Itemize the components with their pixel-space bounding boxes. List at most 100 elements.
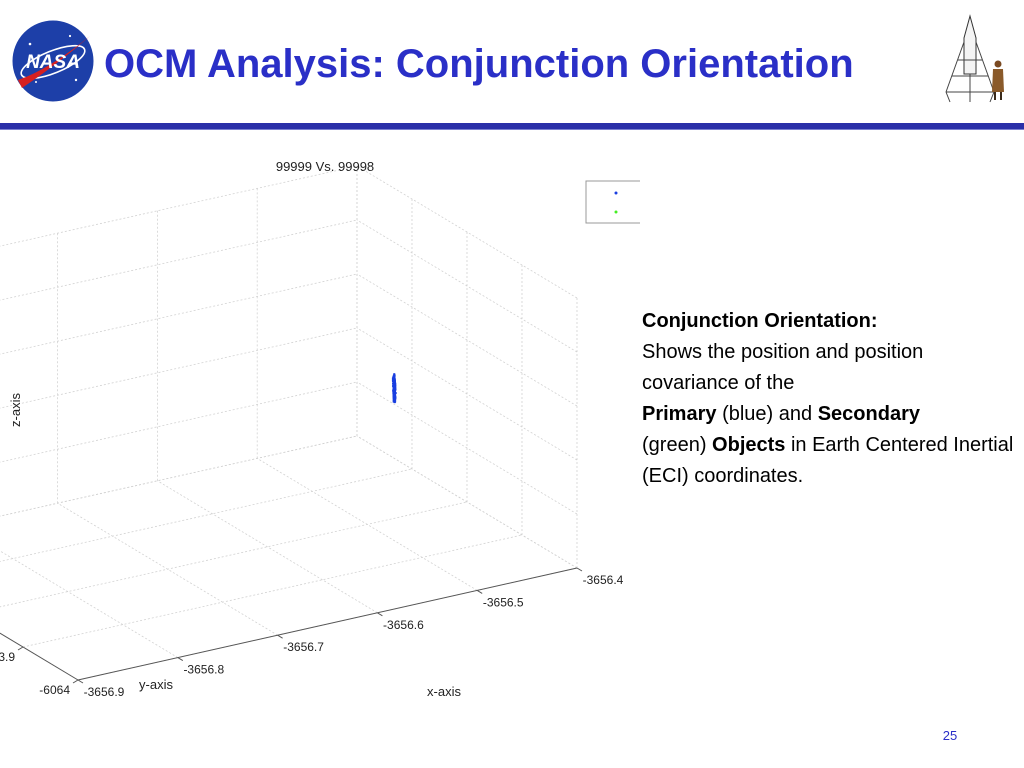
page-number: 25 xyxy=(942,728,958,743)
legend: primary secondary xyxy=(585,180,640,224)
x-axis-label: x-axis xyxy=(427,684,461,699)
plot-grid xyxy=(0,165,578,681)
data-point xyxy=(393,398,396,401)
nasa-logo: NASA xyxy=(11,19,95,103)
y-tick-label: -6063.9 xyxy=(0,650,15,664)
grid-line xyxy=(356,219,578,353)
grid-line xyxy=(157,480,378,614)
x-tick-mark xyxy=(476,589,483,594)
data-point xyxy=(394,381,396,384)
x-tick-label: -3656.6 xyxy=(383,618,424,632)
nasa-logo-star xyxy=(74,78,78,82)
plot-tick-labels: -3656.9 -3656.8 -3656.7 -3656.6 -3656.5 -3656… xyxy=(0,573,624,699)
nasa-logo-orbit xyxy=(20,44,86,80)
data-point xyxy=(393,384,396,386)
data-point xyxy=(393,377,395,380)
scatter-plot-3d: -3656.9 -3656.8 -3656.7 -3656.6 -3656.5 -3656… xyxy=(0,159,640,699)
description-text: Conjunction Orientation: Shows the posit… xyxy=(642,306,1014,492)
person-legs xyxy=(994,92,1002,100)
person-coat xyxy=(992,69,1004,92)
rocket-body xyxy=(963,14,977,75)
data-point xyxy=(392,390,395,393)
x-tick-mark xyxy=(377,612,383,617)
grid-line xyxy=(0,501,468,608)
grid-line xyxy=(0,327,358,409)
grid-line xyxy=(0,550,179,658)
y-axis-label: y-axis xyxy=(139,677,173,692)
grid-line xyxy=(0,468,413,562)
grid-line xyxy=(0,273,358,355)
data-point xyxy=(393,376,396,379)
grid-line xyxy=(356,327,578,461)
x-tick-mark xyxy=(576,567,583,572)
data-point xyxy=(393,378,396,381)
primary-term: Primary xyxy=(642,403,717,425)
data-point xyxy=(393,373,396,375)
x-axis-line xyxy=(77,567,578,681)
plot-axes xyxy=(0,567,583,684)
data-point xyxy=(394,397,396,400)
legend-box xyxy=(585,180,640,224)
series-primary xyxy=(391,373,397,404)
data-point xyxy=(394,396,397,398)
data-point xyxy=(393,392,395,395)
grid-line xyxy=(356,165,578,299)
secondary-color-note: (green) xyxy=(642,434,707,456)
data-point xyxy=(393,375,396,377)
data-point xyxy=(392,382,395,385)
plot-points xyxy=(391,373,397,404)
x-tick-label: -3656.8 xyxy=(183,663,224,677)
chart-title: 99999 Vs. 99998 xyxy=(276,159,374,174)
description-heading: Conjunction Orientation: xyxy=(642,310,878,332)
data-point xyxy=(393,389,396,392)
description-rest: in Earth Centered Inertial (ECI) coordin… xyxy=(642,434,1014,487)
grid-line xyxy=(22,534,523,648)
description-line: Shows the position and position covarian… xyxy=(642,341,924,394)
nasa-logo-vector xyxy=(18,36,90,88)
data-point xyxy=(393,386,396,389)
data-point xyxy=(394,380,396,383)
objects-term: Objects xyxy=(712,434,786,456)
z-axis-label: z-axis xyxy=(8,393,23,427)
grid-line xyxy=(0,219,358,301)
legend-marker-primary xyxy=(614,191,618,195)
nasa-logo-star xyxy=(35,81,37,83)
x-tick-label: -3656.9 xyxy=(84,685,125,699)
and-word: and xyxy=(778,403,813,425)
data-point xyxy=(392,400,395,403)
x-tick-label: -3656.4 xyxy=(583,573,624,587)
grid-line xyxy=(356,435,578,569)
x-tick-mark xyxy=(177,657,184,662)
x-tick-mark xyxy=(77,679,84,684)
nasa-logo-star xyxy=(28,42,32,46)
rocket-legs xyxy=(945,74,995,103)
data-point xyxy=(393,388,396,391)
primary-color-note: (blue) xyxy=(722,403,774,425)
grid-line xyxy=(0,435,358,517)
data-point xyxy=(392,381,395,383)
grid-line xyxy=(356,381,578,515)
grid-line xyxy=(356,273,578,407)
grid-line xyxy=(0,165,358,247)
data-point xyxy=(392,387,395,390)
secondary-term: Secondary xyxy=(817,403,920,425)
data-point xyxy=(393,394,396,397)
y-tick-label: -6064 xyxy=(39,683,70,697)
nasa-logo-text: NASA xyxy=(26,52,80,73)
grid-line xyxy=(0,381,358,463)
header-divider xyxy=(0,123,1024,130)
data-point xyxy=(393,392,396,395)
person-head xyxy=(994,60,1002,68)
y-tick-mark xyxy=(17,646,24,651)
grid-line xyxy=(0,435,358,517)
x-tick-label: -3656.7 xyxy=(283,640,324,654)
x-tick-mark xyxy=(277,634,283,639)
y-axis-line xyxy=(0,632,79,681)
rocket-figure-icon xyxy=(945,14,1004,103)
y-tick-mark xyxy=(72,679,79,684)
nasa-logo-disc xyxy=(11,19,95,103)
legend-marker-secondary xyxy=(614,210,618,214)
data-point xyxy=(394,400,396,403)
x-tick-label: -3656.5 xyxy=(483,595,524,609)
